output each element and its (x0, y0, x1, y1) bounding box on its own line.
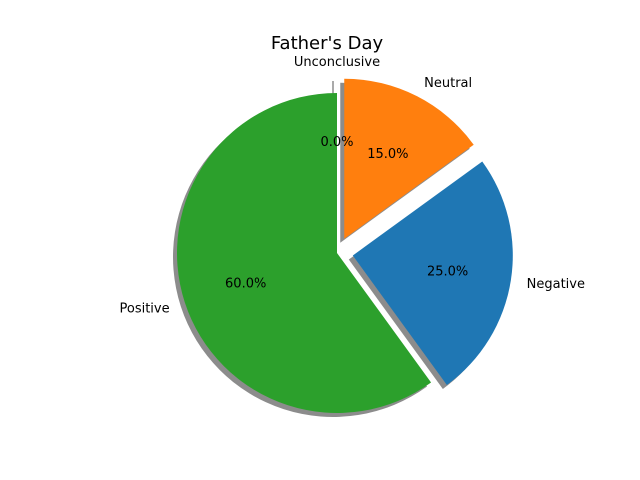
slice-positive (177, 93, 432, 413)
slice-negative (352, 161, 513, 385)
slice-label-neutral: Neutral (424, 76, 472, 91)
slice-percentages: 60.0% 25.0% 15.0% 0.0% (225, 135, 468, 292)
slice-pct-unconclusive: 0.0% (320, 135, 353, 150)
slice-label-negative: Negative (527, 277, 585, 292)
slice-labels: Positive Negative Neutral Unconclusive (119, 55, 584, 316)
slice-label-unconclusive: Unconclusive (294, 55, 380, 70)
slice-pct-positive: 60.0% (225, 277, 266, 292)
slice-label-positive: Positive (119, 301, 169, 316)
chart-title: Father's Day (271, 33, 384, 54)
slices (177, 78, 513, 413)
slice-pct-negative: 25.0% (427, 265, 468, 280)
slice-neutral (344, 78, 474, 239)
slice-pct-neutral: 15.0% (367, 147, 408, 162)
